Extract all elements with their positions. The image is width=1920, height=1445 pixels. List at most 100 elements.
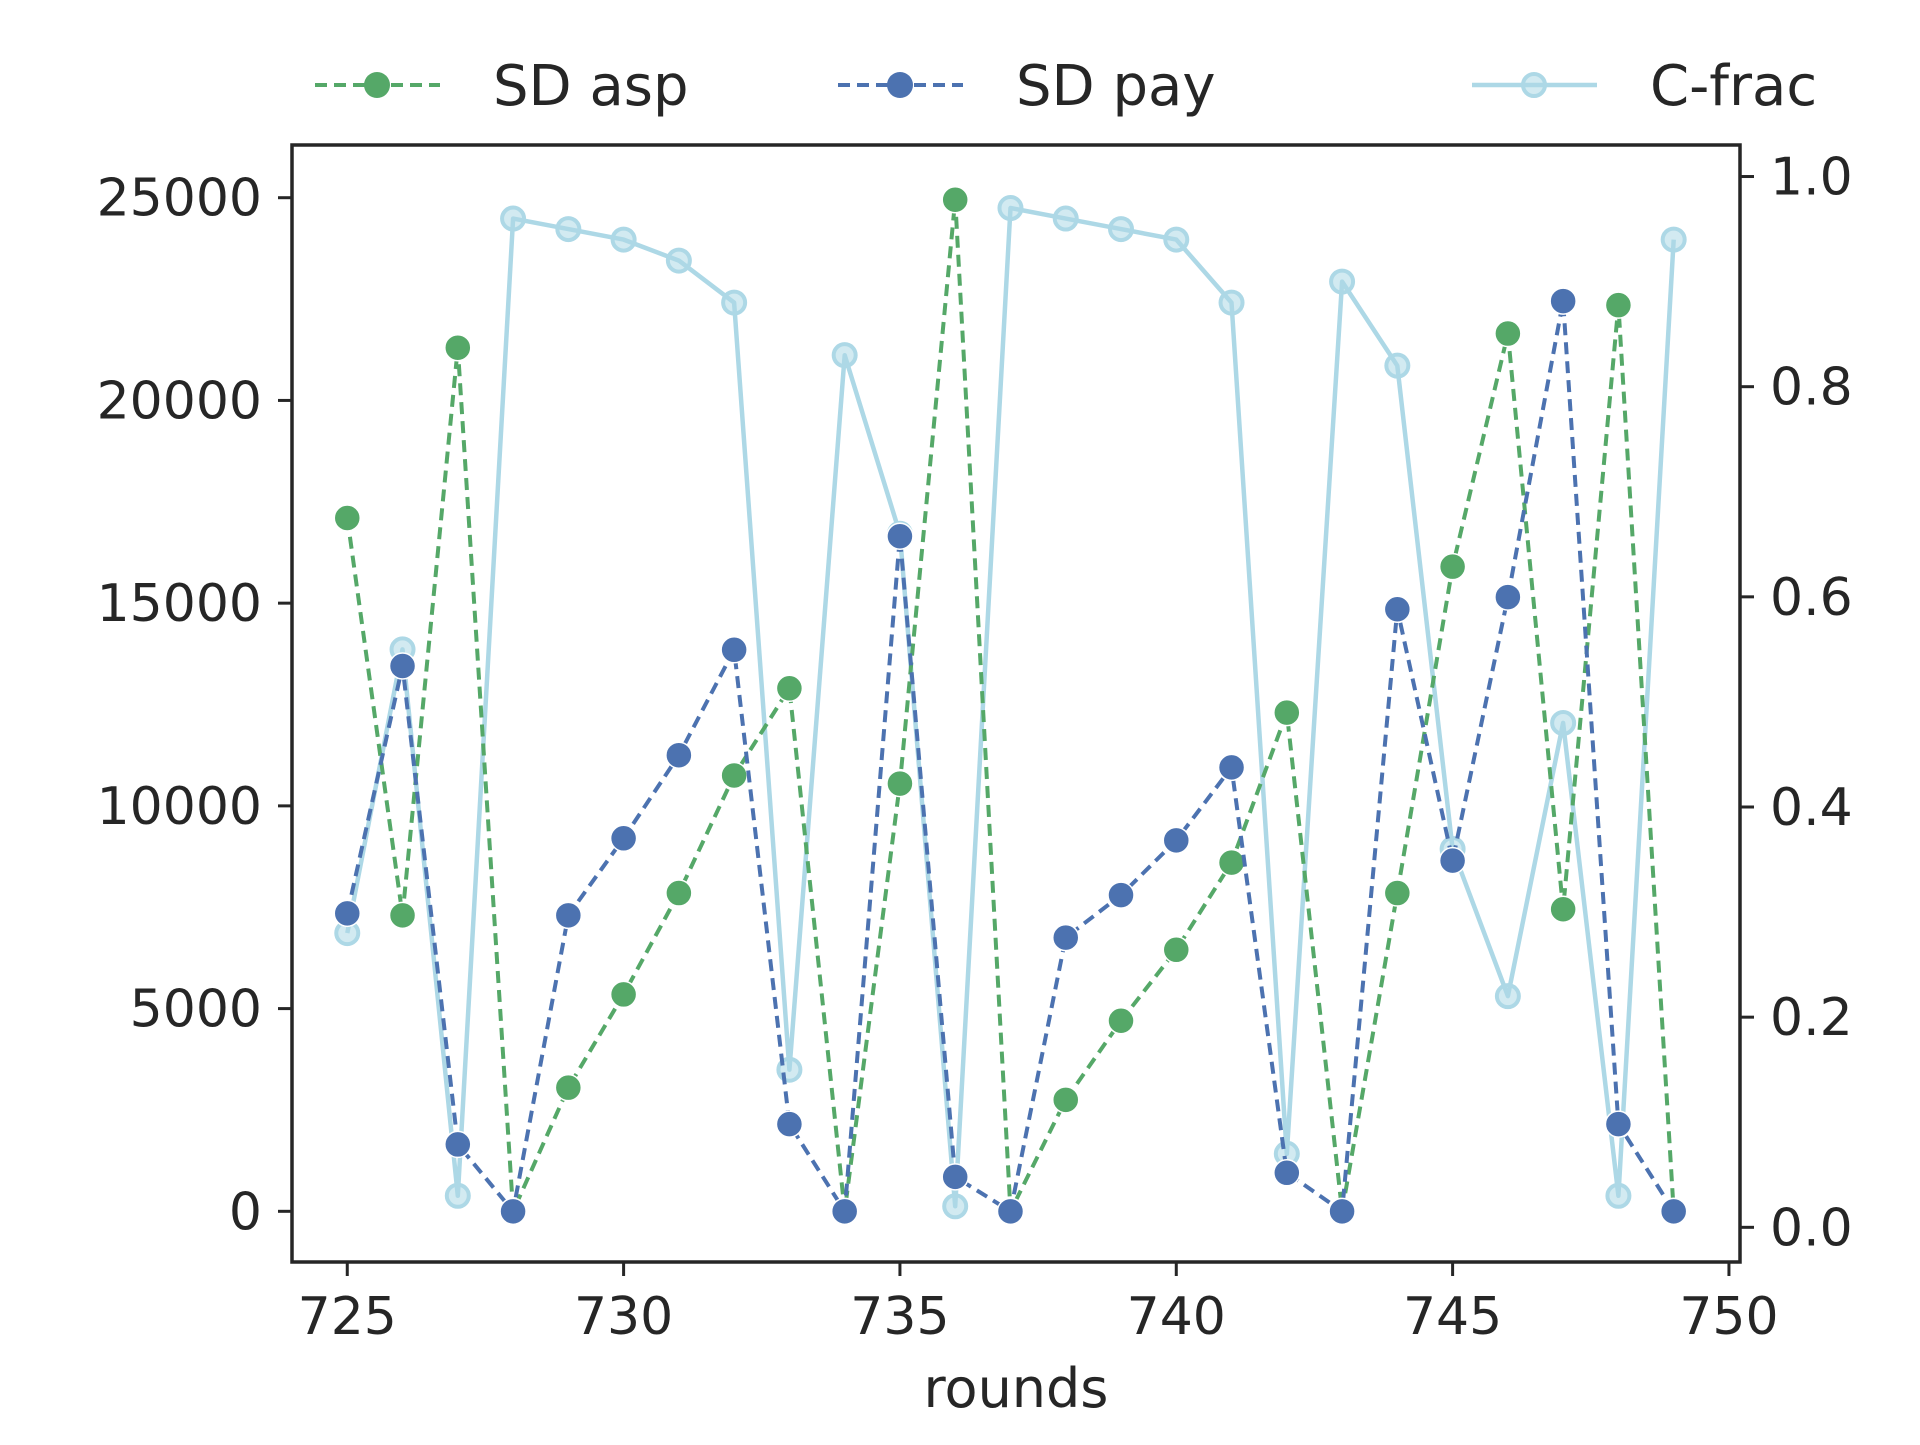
legend-item-c-frac: C-frac	[1472, 54, 1817, 119]
y-tick-label-right: 0.8	[1770, 358, 1853, 418]
legend-marker-sd-asp	[364, 72, 390, 98]
data-point-sd-asp	[1383, 879, 1412, 907]
data-point-sd-asp	[1051, 1086, 1080, 1114]
data-point-sd-pay	[1383, 595, 1412, 623]
x-tick-label: 750	[1679, 1287, 1778, 1347]
data-point-c-frac	[444, 1182, 471, 1209]
data-point-sd-pay	[1107, 881, 1135, 909]
plot-area-frame	[290, 143, 1742, 1264]
legend-label-c-frac: C-frac	[1650, 54, 1817, 119]
data-point-c-frac	[1163, 226, 1190, 253]
y-tick-label-left: 25000	[97, 169, 262, 229]
data-point-c-frac	[1550, 709, 1577, 736]
data-point-sd-asp	[886, 769, 914, 798]
x-tick-label: 735	[850, 1287, 949, 1347]
data-point-sd-pay	[609, 824, 638, 853]
x-tick-label: 725	[298, 1287, 397, 1347]
data-point-c-frac	[500, 205, 527, 232]
y-tick-label-right: 0.2	[1770, 988, 1853, 1048]
data-point-sd-pay	[1604, 1110, 1633, 1138]
y-tick-label-left: 5000	[130, 980, 262, 1040]
data-point-sd-pay	[1549, 287, 1577, 315]
data-point-sd-pay	[1494, 583, 1522, 611]
y-tick-label-left: 20000	[97, 371, 262, 431]
data-point-c-frac	[997, 195, 1024, 222]
data-point-sd-pay	[444, 1130, 472, 1159]
data-point-sd-asp	[1549, 895, 1577, 924]
data-point-sd-asp	[1604, 291, 1633, 319]
data-point-sd-asp	[444, 333, 472, 362]
data-point-c-frac	[1108, 216, 1135, 243]
x-axis-title: rounds	[924, 1357, 1109, 1420]
data-point-sd-asp	[941, 185, 969, 214]
data-point-sd-asp	[333, 504, 362, 532]
data-point-sd-asp	[775, 674, 804, 703]
data-point-sd-asp	[609, 980, 638, 1009]
x-tick-label: 730	[574, 1287, 673, 1347]
y-tick-label-right: 0.4	[1770, 778, 1853, 838]
data-point-sd-asp	[1494, 319, 1522, 348]
data-point-sd-pay	[554, 901, 583, 930]
data-point-c-frac	[721, 289, 748, 316]
data-point-sd-pay	[1659, 1197, 1688, 1226]
data-point-c-frac	[1660, 226, 1687, 253]
data-point-c-frac	[831, 342, 858, 369]
data-point-c-frac	[942, 1193, 969, 1220]
legend-label-sd-asp: SD asp	[493, 54, 689, 119]
data-point-sd-pay	[499, 1197, 527, 1226]
legend-marker-c-frac	[1521, 72, 1547, 98]
data-point-sd-asp	[665, 879, 693, 907]
data-point-sd-asp	[1107, 1007, 1135, 1035]
data-point-sd-asp	[1438, 552, 1467, 581]
data-point-sd-asp	[1217, 848, 1246, 877]
x-tick-label: 745	[1403, 1287, 1502, 1347]
data-point-c-frac	[1494, 983, 1521, 1010]
x-tick-label: 740	[1127, 1287, 1226, 1347]
legend: SD asp SD pay C-frac	[315, 54, 1817, 119]
data-point-c-frac	[1384, 352, 1411, 379]
data-point-sd-asp	[1273, 698, 1301, 727]
data-point-sd-pay	[1273, 1159, 1301, 1187]
y-tick-label-right: 0.0	[1770, 1198, 1853, 1258]
data-point-sd-pay	[775, 1110, 804, 1138]
data-point-sd-pay	[941, 1163, 969, 1191]
data-point-sd-pay	[1328, 1197, 1356, 1226]
legend-item-sd-asp: SD asp	[315, 54, 689, 119]
legend-marker-sd-pay	[887, 72, 913, 98]
data-point-c-frac	[555, 216, 582, 243]
series-sd-pay	[333, 287, 1688, 1226]
data-point-sd-pay	[720, 636, 748, 664]
data-point-sd-pay	[333, 899, 362, 928]
data-point-sd-pay	[886, 522, 914, 551]
data-point-c-frac	[1052, 205, 1079, 232]
data-point-sd-pay	[996, 1197, 1025, 1226]
legend-label-sd-pay: SD pay	[1016, 54, 1215, 119]
y-axis-right: 0.0 0.2 0.4 0.6 0.8 1.0	[1740, 148, 1853, 1258]
data-point-c-frac	[610, 226, 637, 253]
data-point-sd-pay	[1051, 923, 1080, 952]
data-point-sd-asp	[720, 761, 748, 790]
data-point-c-frac	[1218, 289, 1245, 316]
data-point-sd-pay	[1162, 826, 1191, 855]
data-point-c-frac	[665, 247, 692, 274]
y-axis-left: 0 5000 10000 15000 20000 25000	[97, 169, 292, 1242]
data-point-c-frac	[1605, 1182, 1632, 1209]
data-point-sd-pay	[388, 652, 417, 680]
legend-item-sd-pay: SD pay	[838, 54, 1215, 119]
data-point-sd-asp	[388, 901, 417, 930]
y-tick-label-left: 0	[229, 1182, 262, 1242]
y-tick-label-left: 10000	[97, 777, 262, 837]
series-layer	[333, 185, 1688, 1226]
data-point-sd-asp	[554, 1073, 583, 1102]
data-point-c-frac	[1329, 268, 1356, 295]
data-point-sd-pay	[830, 1197, 859, 1226]
y-tick-label-right: 0.6	[1770, 568, 1853, 628]
data-point-sd-pay	[1438, 846, 1467, 875]
data-point-sd-pay	[1217, 753, 1246, 782]
y-tick-label-left: 15000	[97, 574, 262, 634]
data-point-sd-asp	[1162, 936, 1191, 964]
x-axis: 725 730 735 740 745 750	[298, 1262, 1779, 1347]
